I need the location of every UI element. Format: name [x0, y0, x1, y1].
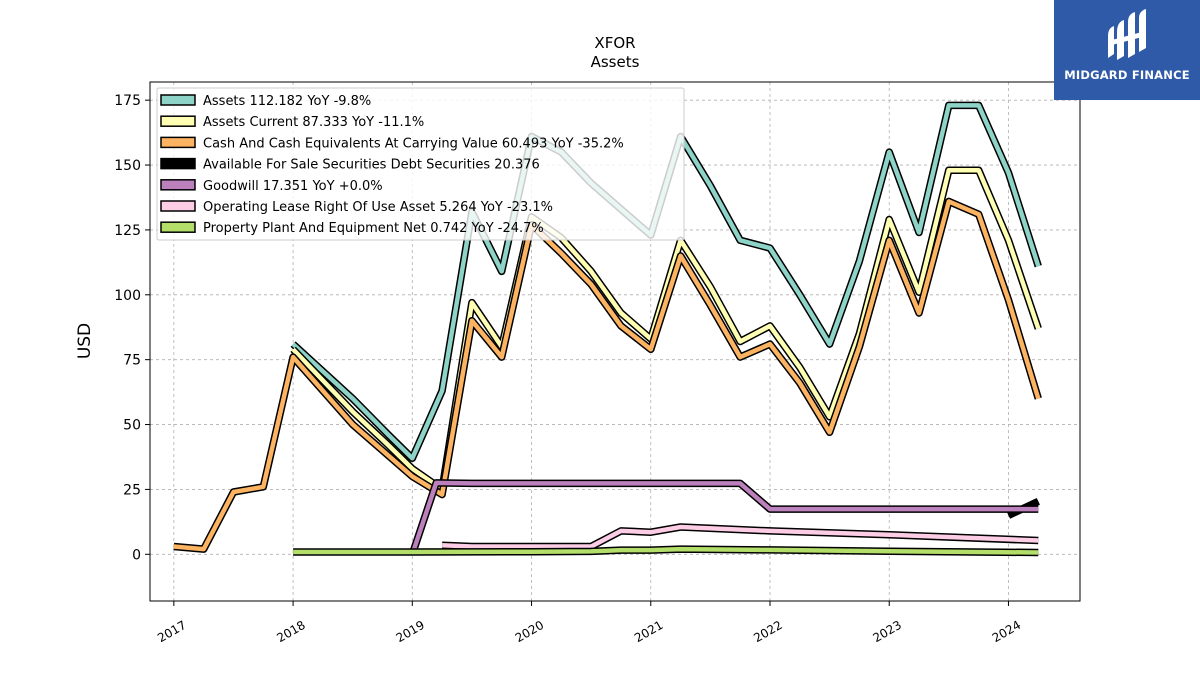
legend-entry: Assets 112.182 YoY -9.8% [203, 94, 371, 109]
series-line-property-plant-and-equipment-net [293, 546, 1039, 555]
legend-entry: Property Plant And Equipment Net 0.742 Y… [203, 221, 544, 236]
series-line-cash-and-cash-equivalents-at-carrying-value [173, 199, 1041, 552]
x-tick-label: 2021 [632, 618, 665, 645]
legend-swatch [160, 115, 196, 127]
legend-swatch [160, 157, 196, 170]
y-tick-label: 150 [114, 158, 141, 174]
x-tick-label: 2023 [871, 618, 904, 645]
y-tick-label: 0 [132, 547, 141, 563]
legend-swatch [160, 200, 196, 212]
y-tick-label: 175 [114, 93, 141, 109]
logo-text: MIDGARD FINANCE [1064, 68, 1190, 82]
y-ticks: 0 25 50 75 100 125 150 175 [114, 93, 150, 563]
legend: Assets 112.182 YoY -9.8% Assets Current 8… [156, 87, 685, 241]
legend-swatch [160, 136, 196, 149]
legend-entry: Assets Current 87.333 YoY -11.1% [203, 115, 424, 130]
series-line-goodwill [410, 480, 1039, 556]
midgard-logo-icon [1108, 9, 1146, 60]
y-tick-label: 25 [123, 482, 141, 498]
legend-entry: Cash And Cash Equivalents At Carrying Va… [203, 136, 624, 151]
midgard-finance-logo: MIDGARD FINANCE [1054, 0, 1200, 100]
legend-swatch [160, 221, 196, 233]
x-tick-label: 2020 [513, 618, 546, 645]
chart-title: XFOR [594, 34, 635, 52]
y-tick-label: 50 [123, 418, 141, 434]
series-outline-cash-and-cash-equivalents-at-carrying-value [173, 197, 1042, 553]
legend-entry: Operating Lease Right Of Use Asset 5.264… [203, 200, 553, 215]
legend-swatch [160, 179, 196, 191]
plot-frame [149, 81, 1081, 602]
legend-box [156, 87, 685, 241]
y-tick-label: 100 [114, 288, 141, 304]
y-axis-label: USD [75, 323, 95, 359]
x-tick-label: 2019 [394, 618, 427, 645]
x-tick-label: 2017 [155, 618, 188, 645]
legend-entry: Goodwill 17.351 YoY +0.0% [203, 179, 383, 194]
y-tick-label: 75 [123, 353, 141, 369]
legend-swatch [160, 94, 196, 106]
legend-entry: Available For Sale Securities Debt Secur… [203, 158, 540, 173]
y-tick-label: 125 [114, 223, 141, 239]
x-tick-label: 2024 [990, 618, 1023, 645]
x-ticks: 2017 2018 2019 2020 2021 2022 2023 2024 [155, 601, 1023, 645]
x-tick-label: 2018 [274, 618, 307, 645]
series-line-operating-lease-right-of-use-asset [442, 524, 1039, 549]
x-tick-label: 2022 [751, 618, 784, 645]
chart-subtitle: Assets [591, 53, 640, 71]
